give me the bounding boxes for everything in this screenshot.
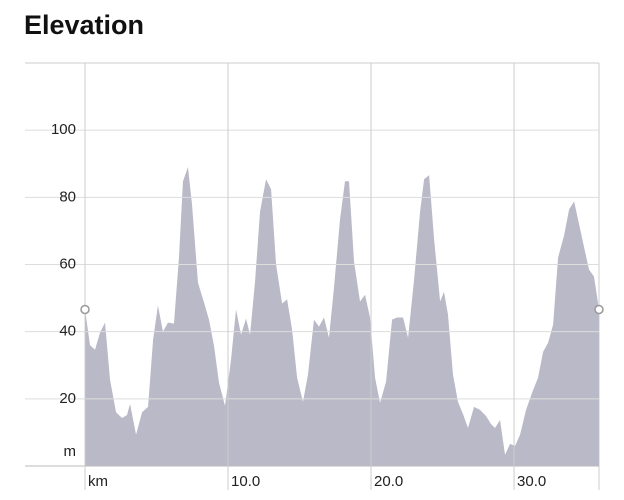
endpoint-handle [594,304,604,315]
x-tick-label: 10.0 [231,473,260,490]
x-tick-label: 20.0 [374,473,403,490]
y-tick-label: 100 [51,121,76,138]
y-tick-label: 40 [59,323,76,340]
x-tick-label: km [88,473,108,490]
y-tick-label: 20 [59,390,76,407]
elevation-area [85,167,599,466]
y-tick-label: m [64,443,77,460]
x-tick-label: 30.0 [517,473,546,490]
chart-title: Elevation [24,10,144,40]
endpoint-handle [80,304,90,315]
y-tick-label: 80 [59,188,76,205]
y-tick-label: 60 [59,255,76,272]
